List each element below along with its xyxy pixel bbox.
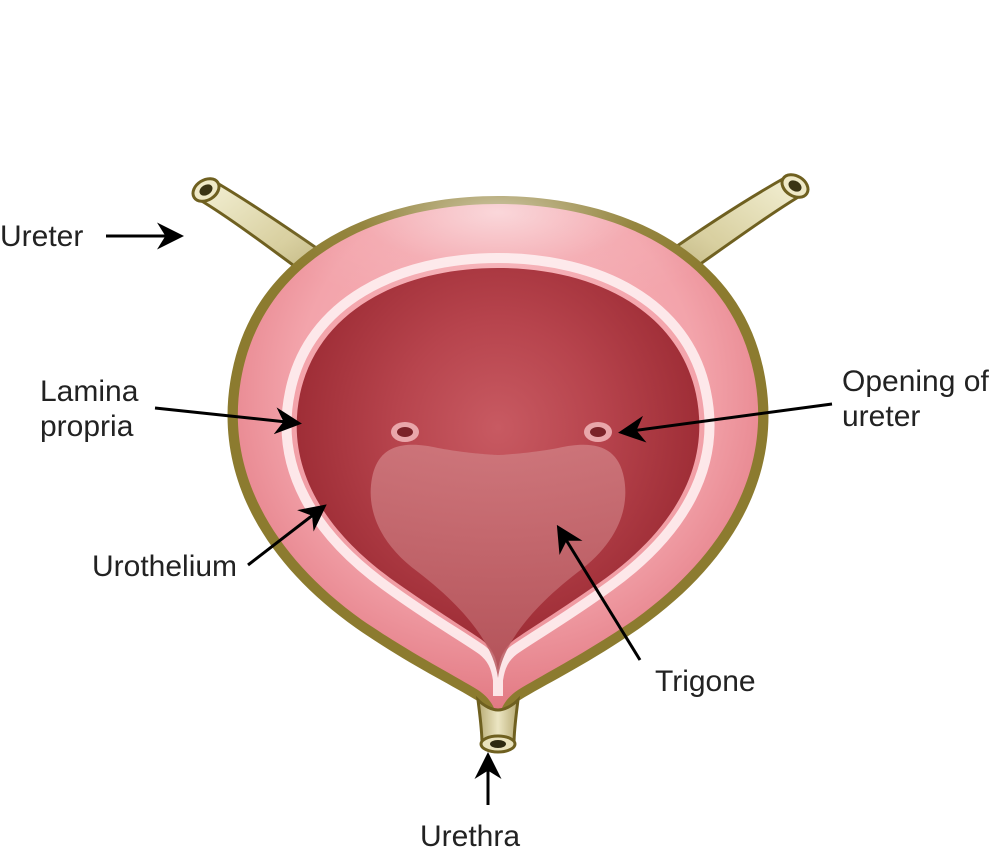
left-ureteric-orifice [391,422,419,442]
label-opening-of-ureter: Opening of ureter [842,365,989,434]
label-lamina-propria: Lamina propria [40,375,138,444]
label-trigone: Trigone [655,665,756,700]
bladder-diagram: Ureter Lamina propria Urothelium Opening… [0,0,995,847]
right-ureteric-orifice [584,422,612,442]
label-urethra: Urethra [420,820,520,847]
label-ureter: Ureter [0,220,83,255]
label-urothelium: Urothelium [92,550,237,585]
